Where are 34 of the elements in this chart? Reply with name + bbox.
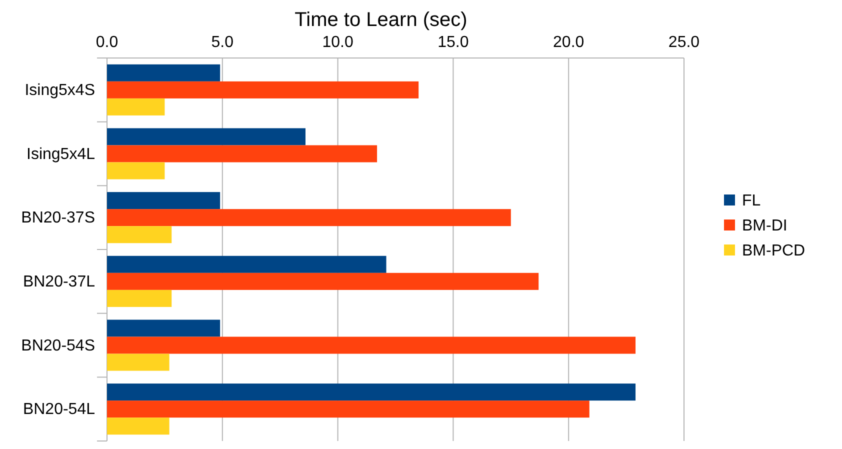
y-tick-label: BN20-54L [22,401,96,418]
x-tick-label: 10.0 [322,34,354,51]
y-tick-label: Ising5x4S [24,82,95,99]
bar [107,64,220,82]
bar [107,162,165,180]
legend-label: BM-PCD [742,242,806,260]
bar [107,81,419,98]
legend-label: BM-DI [742,218,788,234]
bar [107,256,386,273]
bar [107,226,172,244]
y-tick-label: BN20-37L [22,273,96,290]
y-tick-label: BN20-37S [21,210,95,227]
y-tick-label: Ising5x4L [26,146,96,163]
bar [107,192,220,210]
bar [107,320,220,337]
x-tick-label: 15.0 [438,34,469,51]
bar [107,336,636,354]
x-tick-label: 25.0 [668,34,700,51]
x-tick-label: 5.0 [211,34,234,51]
bar [107,290,172,307]
bar [107,272,539,290]
x-tick-label: 0.0 [96,34,118,51]
bar [107,354,170,371]
x-tick-label: 20.0 [553,34,584,51]
legend-label: FL [742,192,761,210]
y-tick-label: BN20-54S [21,337,95,354]
bar [107,145,378,162]
bar [107,209,511,226]
bar [107,400,590,418]
chart-title: Time to Learn (sec) [294,9,468,31]
bar [107,418,170,435]
bar [107,98,165,116]
bar [107,384,636,401]
bar [107,128,306,146]
